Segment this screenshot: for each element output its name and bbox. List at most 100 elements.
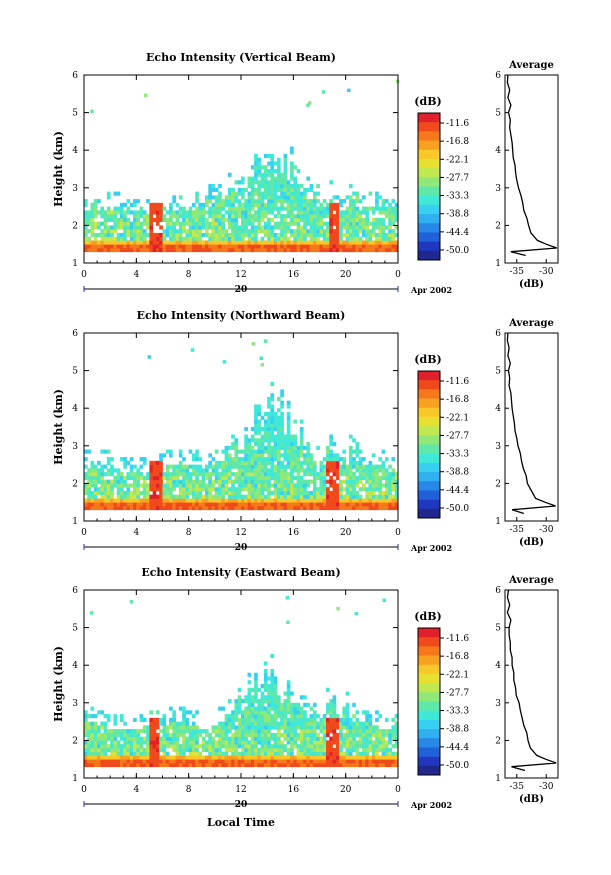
- heatmap-cell: [267, 457, 271, 462]
- heatmap-cell: [375, 740, 379, 745]
- heatmap-cell: [149, 206, 154, 211]
- heatmap-cell: [93, 725, 98, 730]
- heatmap-cell: [378, 494, 383, 499]
- heatmap-cell: [195, 453, 199, 458]
- heatmap-cell: [348, 184, 353, 189]
- heatmap-cell: [152, 732, 157, 738]
- heatmap-cell: [237, 475, 242, 481]
- avg-y-tick-label: 5: [495, 367, 501, 377]
- heatmap-cell: [378, 232, 383, 238]
- heatmap-cell: [251, 342, 256, 346]
- heatmap-cell: [329, 502, 333, 507]
- heatmap-cell: [244, 762, 248, 768]
- heatmap-cell: [394, 744, 399, 749]
- heatmap-cell: [332, 479, 337, 484]
- heatmap-cell: [126, 244, 131, 249]
- heatmap-cell: [257, 427, 262, 432]
- heatmap-cell: [273, 453, 278, 458]
- heatmap-cell: [129, 755, 134, 760]
- heatmap-cell: [267, 494, 271, 499]
- heatmap-cell: [195, 221, 199, 226]
- heatmap-cell: [162, 229, 167, 234]
- heatmap-cell: [267, 483, 271, 488]
- heatmap-cell: [312, 202, 317, 207]
- heatmap-cell: [394, 244, 399, 249]
- heatmap-cell: [198, 210, 203, 215]
- heatmap-cell: [175, 229, 180, 234]
- colorbar-tick-label: -33.3: [446, 450, 469, 460]
- heatmap-cell: [205, 240, 209, 245]
- heatmap-cell: [368, 762, 373, 768]
- heatmap-cell: [263, 755, 268, 760]
- heatmap-cell: [290, 210, 294, 215]
- heatmap-cell: [329, 717, 333, 722]
- heatmap-cell: [384, 457, 389, 462]
- heatmap-cell: [218, 744, 222, 749]
- heatmap-cell: [155, 732, 160, 738]
- heatmap-cell: [335, 453, 340, 458]
- heatmap-cell: [283, 165, 288, 170]
- heatmap-cell: [182, 751, 186, 756]
- heatmap-cell: [191, 502, 196, 507]
- heatmap-cell: [306, 468, 311, 473]
- heatmap-cell: [227, 498, 232, 503]
- heatmap-cell: [162, 714, 167, 719]
- heatmap-cell: [93, 714, 98, 719]
- heatmap-cell: [263, 339, 268, 343]
- heatmap-cell: [365, 755, 369, 760]
- heatmap-cell: [254, 680, 258, 685]
- heatmap-cell: [276, 460, 281, 465]
- heatmap-cell: [345, 744, 350, 749]
- heatmap-cell: [263, 687, 268, 692]
- heatmap-cell: [332, 702, 337, 707]
- heatmap-cell: [201, 475, 206, 481]
- heatmap-cell: [244, 714, 248, 719]
- heatmap-cell: [267, 396, 271, 402]
- y-tick-label: 4: [72, 146, 78, 156]
- heatmap-cell: [224, 445, 229, 450]
- heatmap-cell: [234, 453, 239, 458]
- heatmap-cell: [394, 505, 399, 511]
- heatmap-cell: [103, 732, 108, 738]
- heatmap-cell: [381, 236, 386, 241]
- heatmap-cell: [165, 744, 170, 749]
- heatmap-cell: [263, 210, 268, 215]
- heatmap-cell: [368, 247, 373, 253]
- heatmap-cell: [355, 464, 360, 469]
- heatmap-cell: [198, 247, 203, 253]
- colorbar: (dB)-11.6-16.8-22.1-27.7-33.3-38.8-44.4-…: [414, 353, 469, 519]
- heatmap-cell: [133, 217, 137, 223]
- heatmap-cell: [371, 494, 376, 499]
- heatmap-cell: [358, 721, 363, 726]
- colorbar-swatch: [418, 655, 440, 666]
- heatmap-cell: [273, 244, 278, 249]
- heatmap-cell: [250, 199, 255, 204]
- heatmap-cell: [296, 206, 301, 211]
- heatmap-cell: [326, 244, 330, 249]
- heatmap-cell: [247, 751, 252, 756]
- heatmap-cell: [290, 240, 294, 245]
- heatmap-cell: [195, 214, 199, 219]
- heatmap-cell: [129, 747, 134, 753]
- heatmap-cell: [299, 759, 304, 764]
- heatmap-cell: [299, 490, 304, 496]
- heatmap-cell: [283, 710, 288, 715]
- heatmap-cell: [309, 225, 314, 230]
- heatmap-cell: [182, 498, 186, 503]
- heatmap-cell: [110, 762, 114, 768]
- heatmap-cell: [155, 751, 160, 756]
- heatmap-cell: [339, 744, 343, 749]
- heatmap-cell: [250, 744, 255, 749]
- heatmap-cell: [362, 483, 366, 488]
- heatmap-cell: [296, 225, 301, 230]
- heatmap-cell: [280, 483, 284, 488]
- heatmap-cell: [191, 217, 196, 223]
- heatmap-cell: [211, 487, 216, 492]
- heatmap-cell: [335, 225, 340, 230]
- heatmap-cell: [306, 240, 311, 245]
- heatmap-cell: [142, 487, 147, 492]
- heatmap-cell: [172, 483, 176, 488]
- heatmap-cell: [290, 755, 294, 760]
- heatmap-cell: [257, 706, 262, 711]
- heatmap-cell: [84, 721, 88, 726]
